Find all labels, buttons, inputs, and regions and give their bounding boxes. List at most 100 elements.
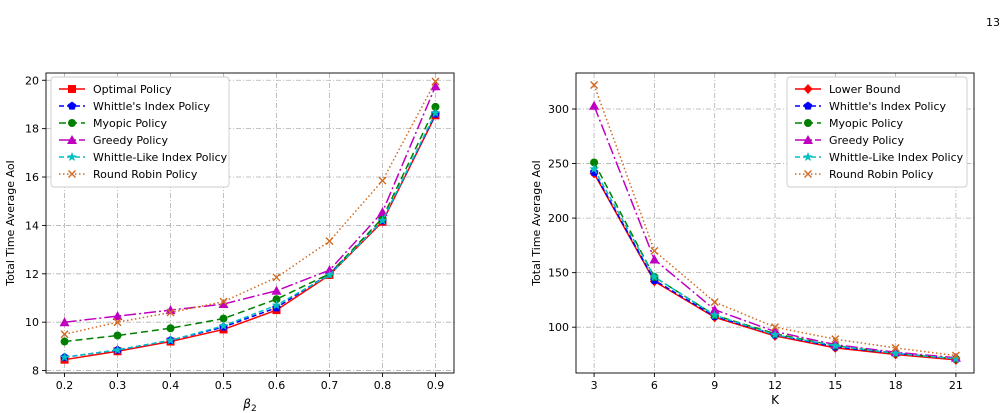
- legend-marker: [804, 119, 812, 127]
- data-point: [890, 348, 901, 358]
- x-tick-label: 0.5: [215, 379, 233, 392]
- data-point: [649, 272, 660, 282]
- legend-marker: [803, 135, 813, 144]
- y-tick-label: 100: [548, 321, 569, 334]
- data-point: [165, 305, 176, 315]
- data-point: [590, 81, 599, 89]
- legend-label: Greedy Policy: [829, 134, 904, 147]
- data-point: [891, 343, 900, 352]
- series-4: [589, 164, 961, 363]
- y-tick-label: 16: [25, 171, 39, 184]
- y-axis-label: Total Time Average AoI: [4, 160, 17, 287]
- data-point: [590, 158, 599, 167]
- legend-label: Greedy Policy: [93, 134, 168, 147]
- legend-marker: [68, 85, 76, 93]
- data-point: [59, 317, 70, 327]
- data-point: [649, 254, 660, 264]
- data-point: [325, 237, 334, 246]
- legend-label: Whittle-Like Index Policy: [829, 151, 964, 164]
- x-axis-label: β2: [242, 397, 256, 413]
- data-point: [112, 311, 123, 321]
- data-point: [430, 107, 441, 117]
- x-axis-label: K: [771, 393, 780, 407]
- y-axis-label: Total Time Average AoI: [530, 160, 543, 287]
- x-tick-label: 3: [591, 379, 598, 392]
- y-tick-label: 300: [548, 103, 569, 116]
- legend-label: Optimal Policy: [93, 83, 172, 96]
- data-point: [770, 329, 780, 339]
- x-tick-label: 0.7: [321, 379, 339, 392]
- x-tick-label: 18: [889, 379, 903, 392]
- series-line: [64, 86, 437, 323]
- data-point: [951, 353, 961, 363]
- series-line: [64, 106, 437, 343]
- data-point: [113, 318, 122, 327]
- legend-box: [786, 76, 968, 188]
- data-point: [218, 320, 229, 330]
- data-point: [650, 246, 659, 255]
- y-tick-label: 8: [32, 365, 39, 378]
- y-tick-label: 12: [25, 268, 39, 281]
- data-point: [272, 295, 281, 304]
- legend-label: Lower Bound: [829, 83, 901, 96]
- data-point: [589, 164, 599, 174]
- data-point: [59, 352, 70, 362]
- data-point: [771, 323, 779, 332]
- data-point: [709, 310, 720, 320]
- data-point: [272, 273, 281, 282]
- data-point: [378, 176, 387, 185]
- legend-label: Whittle's Index Policy: [829, 100, 947, 113]
- x-tick-label: 6: [651, 379, 658, 392]
- legend-marker: [67, 152, 77, 162]
- x-tick-label: 0.2: [56, 379, 74, 392]
- legend-box: [50, 76, 230, 188]
- data-point: [166, 308, 175, 317]
- page-number: 13: [986, 16, 1000, 29]
- data-point: [830, 340, 841, 350]
- series-5: [590, 81, 960, 360]
- legend-label: Round Robin Policy: [93, 168, 198, 181]
- series-4: [59, 107, 441, 362]
- x-tick-label: 0.9: [427, 379, 445, 392]
- data-point: [271, 300, 282, 310]
- legend: Optimal Policy Whittle's Index Policy Myop…: [50, 76, 230, 188]
- x-tick-label: 0.6: [268, 379, 286, 392]
- y-tick-label: 10: [25, 316, 39, 329]
- data-point: [166, 324, 175, 333]
- x-tick-label: 0.4: [162, 379, 180, 392]
- legend-label: Round Robin Policy: [829, 168, 934, 181]
- y-tick-label: 20: [25, 74, 39, 87]
- y-tick-label: 14: [25, 219, 39, 232]
- y-tick-label: 200: [548, 212, 569, 225]
- data-point: [831, 335, 840, 344]
- data-point: [165, 335, 176, 345]
- y-tick-label: 150: [548, 267, 569, 280]
- legend-marker: [804, 170, 812, 178]
- x-axis-label-main: β: [242, 397, 251, 411]
- series-line: [64, 115, 437, 361]
- data-point: [431, 102, 440, 111]
- x-tick-label: 12: [768, 379, 782, 392]
- x-tick-label: 0.8: [374, 379, 392, 392]
- y-tick-label: 18: [25, 123, 39, 136]
- x-axis-label-subscript: 2: [251, 404, 257, 413]
- chart-left: 0.2 0.3 0.4 0.5 0.6 0.7 0.8 0.9 8 10 12 14 16 18 20 Tot…: [4, 72, 455, 413]
- legend-marker: [803, 101, 813, 110]
- data-point: [709, 304, 720, 314]
- data-point: [219, 297, 228, 306]
- legend: Lower Bound Whittle's Index Policy Myopic …: [786, 76, 968, 188]
- x-tick-label: 9: [711, 379, 718, 392]
- series-5: [60, 77, 440, 339]
- data-point: [60, 337, 69, 346]
- legend-label: Myopic Policy: [829, 117, 903, 130]
- legend-label: Myopic Policy: [93, 117, 167, 130]
- data-point: [951, 351, 960, 360]
- legend-label: Whittle-Like Index Policy: [93, 151, 228, 164]
- data-point: [589, 167, 599, 176]
- x-tick-label: 21: [949, 379, 963, 392]
- chart-right: 3 6 9 12 15 18 21 100 150 200 250 300 Total Time Ave…: [530, 72, 975, 407]
- legend-marker: [803, 84, 813, 94]
- data-point: [219, 314, 228, 323]
- data-point: [710, 298, 719, 307]
